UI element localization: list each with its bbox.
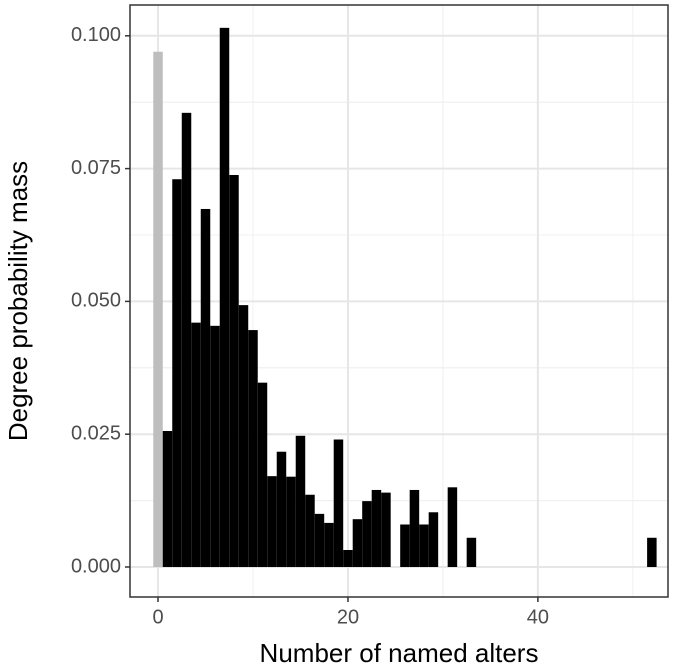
bar: [447, 487, 458, 567]
bar: [153, 51, 163, 567]
bar: [267, 476, 277, 567]
bar: [181, 112, 192, 567]
bar: [362, 501, 372, 567]
y-tick-label: 0.000: [71, 555, 121, 577]
bar: [428, 512, 439, 567]
bar: [286, 476, 296, 567]
bar: [257, 382, 268, 567]
bar: [466, 537, 477, 567]
bar: [219, 27, 230, 567]
bar: [381, 492, 391, 567]
bar: [419, 524, 429, 567]
bar: [409, 489, 420, 567]
x-tick-label: 40: [527, 606, 549, 628]
x-axis-title: Number of named alters: [260, 638, 539, 668]
bar: [324, 522, 334, 567]
bar: [343, 549, 353, 567]
x-tick-label: 20: [337, 606, 359, 628]
bar: [647, 537, 657, 567]
y-tick-label: 0.025: [71, 422, 121, 444]
bar: [295, 435, 306, 567]
bar: [314, 513, 325, 567]
panel-border: [129, 4, 669, 598]
plot-area: [130, 5, 668, 597]
y-tick-label: 0.100: [71, 24, 121, 46]
bar: [162, 431, 173, 567]
bar: [352, 519, 363, 567]
bar: [400, 524, 410, 567]
y-tick-label: 0.075: [71, 157, 121, 179]
bar: [333, 439, 344, 567]
bar: [200, 208, 211, 567]
bar: [191, 322, 201, 567]
bar: [210, 325, 220, 567]
x-tick-label: 0: [152, 606, 163, 628]
y-axis-title: Degree probability mass: [3, 161, 33, 441]
bar: [229, 174, 239, 567]
y-tick-label: 0.050: [71, 290, 121, 312]
bar: [276, 451, 287, 567]
bar: [305, 494, 315, 567]
bar: [172, 179, 182, 567]
bar: [371, 489, 382, 567]
bar: [238, 305, 249, 567]
bar: [248, 330, 258, 567]
